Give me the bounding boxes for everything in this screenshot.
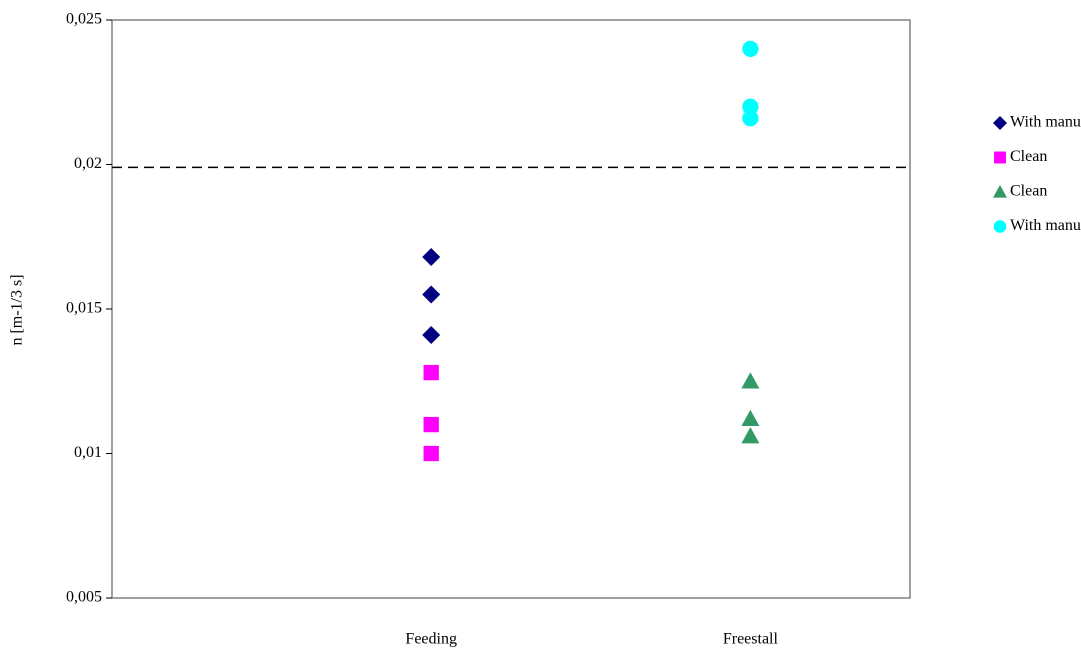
data-point bbox=[423, 416, 439, 433]
legend-label: Clean bbox=[1010, 148, 1047, 165]
legend-marker bbox=[994, 151, 1006, 164]
y-tick-label: 0,01 bbox=[74, 444, 102, 461]
y-tick-label: 0,005 bbox=[66, 589, 102, 606]
plot-area bbox=[111, 19, 911, 599]
y-axis-label: n [m-1/3 s] bbox=[9, 274, 26, 345]
data-point bbox=[741, 372, 760, 389]
data-point bbox=[423, 364, 439, 381]
data-point bbox=[741, 427, 760, 444]
legend-label: With manure bbox=[1010, 114, 1081, 131]
x-tick-label: Feeding bbox=[405, 631, 457, 648]
legend-marker bbox=[993, 116, 1007, 130]
legend-marker bbox=[993, 185, 1007, 198]
y-tick-label: 0,025 bbox=[66, 11, 102, 28]
data-point bbox=[742, 110, 759, 127]
data-point bbox=[422, 285, 441, 304]
data-point bbox=[741, 409, 760, 427]
y-tick-label: 0,02 bbox=[74, 155, 102, 172]
legend-label: With manure bbox=[1010, 217, 1081, 234]
data-point bbox=[742, 98, 759, 115]
data-point bbox=[422, 326, 441, 345]
legend-marker bbox=[993, 220, 1007, 233]
legend-label: Clean bbox=[1010, 183, 1047, 200]
data-point bbox=[742, 40, 759, 58]
data-point bbox=[422, 247, 441, 266]
x-tick-label: Freestall bbox=[723, 631, 779, 648]
data-point bbox=[423, 445, 439, 462]
y-tick-label: 0,015 bbox=[66, 300, 102, 317]
